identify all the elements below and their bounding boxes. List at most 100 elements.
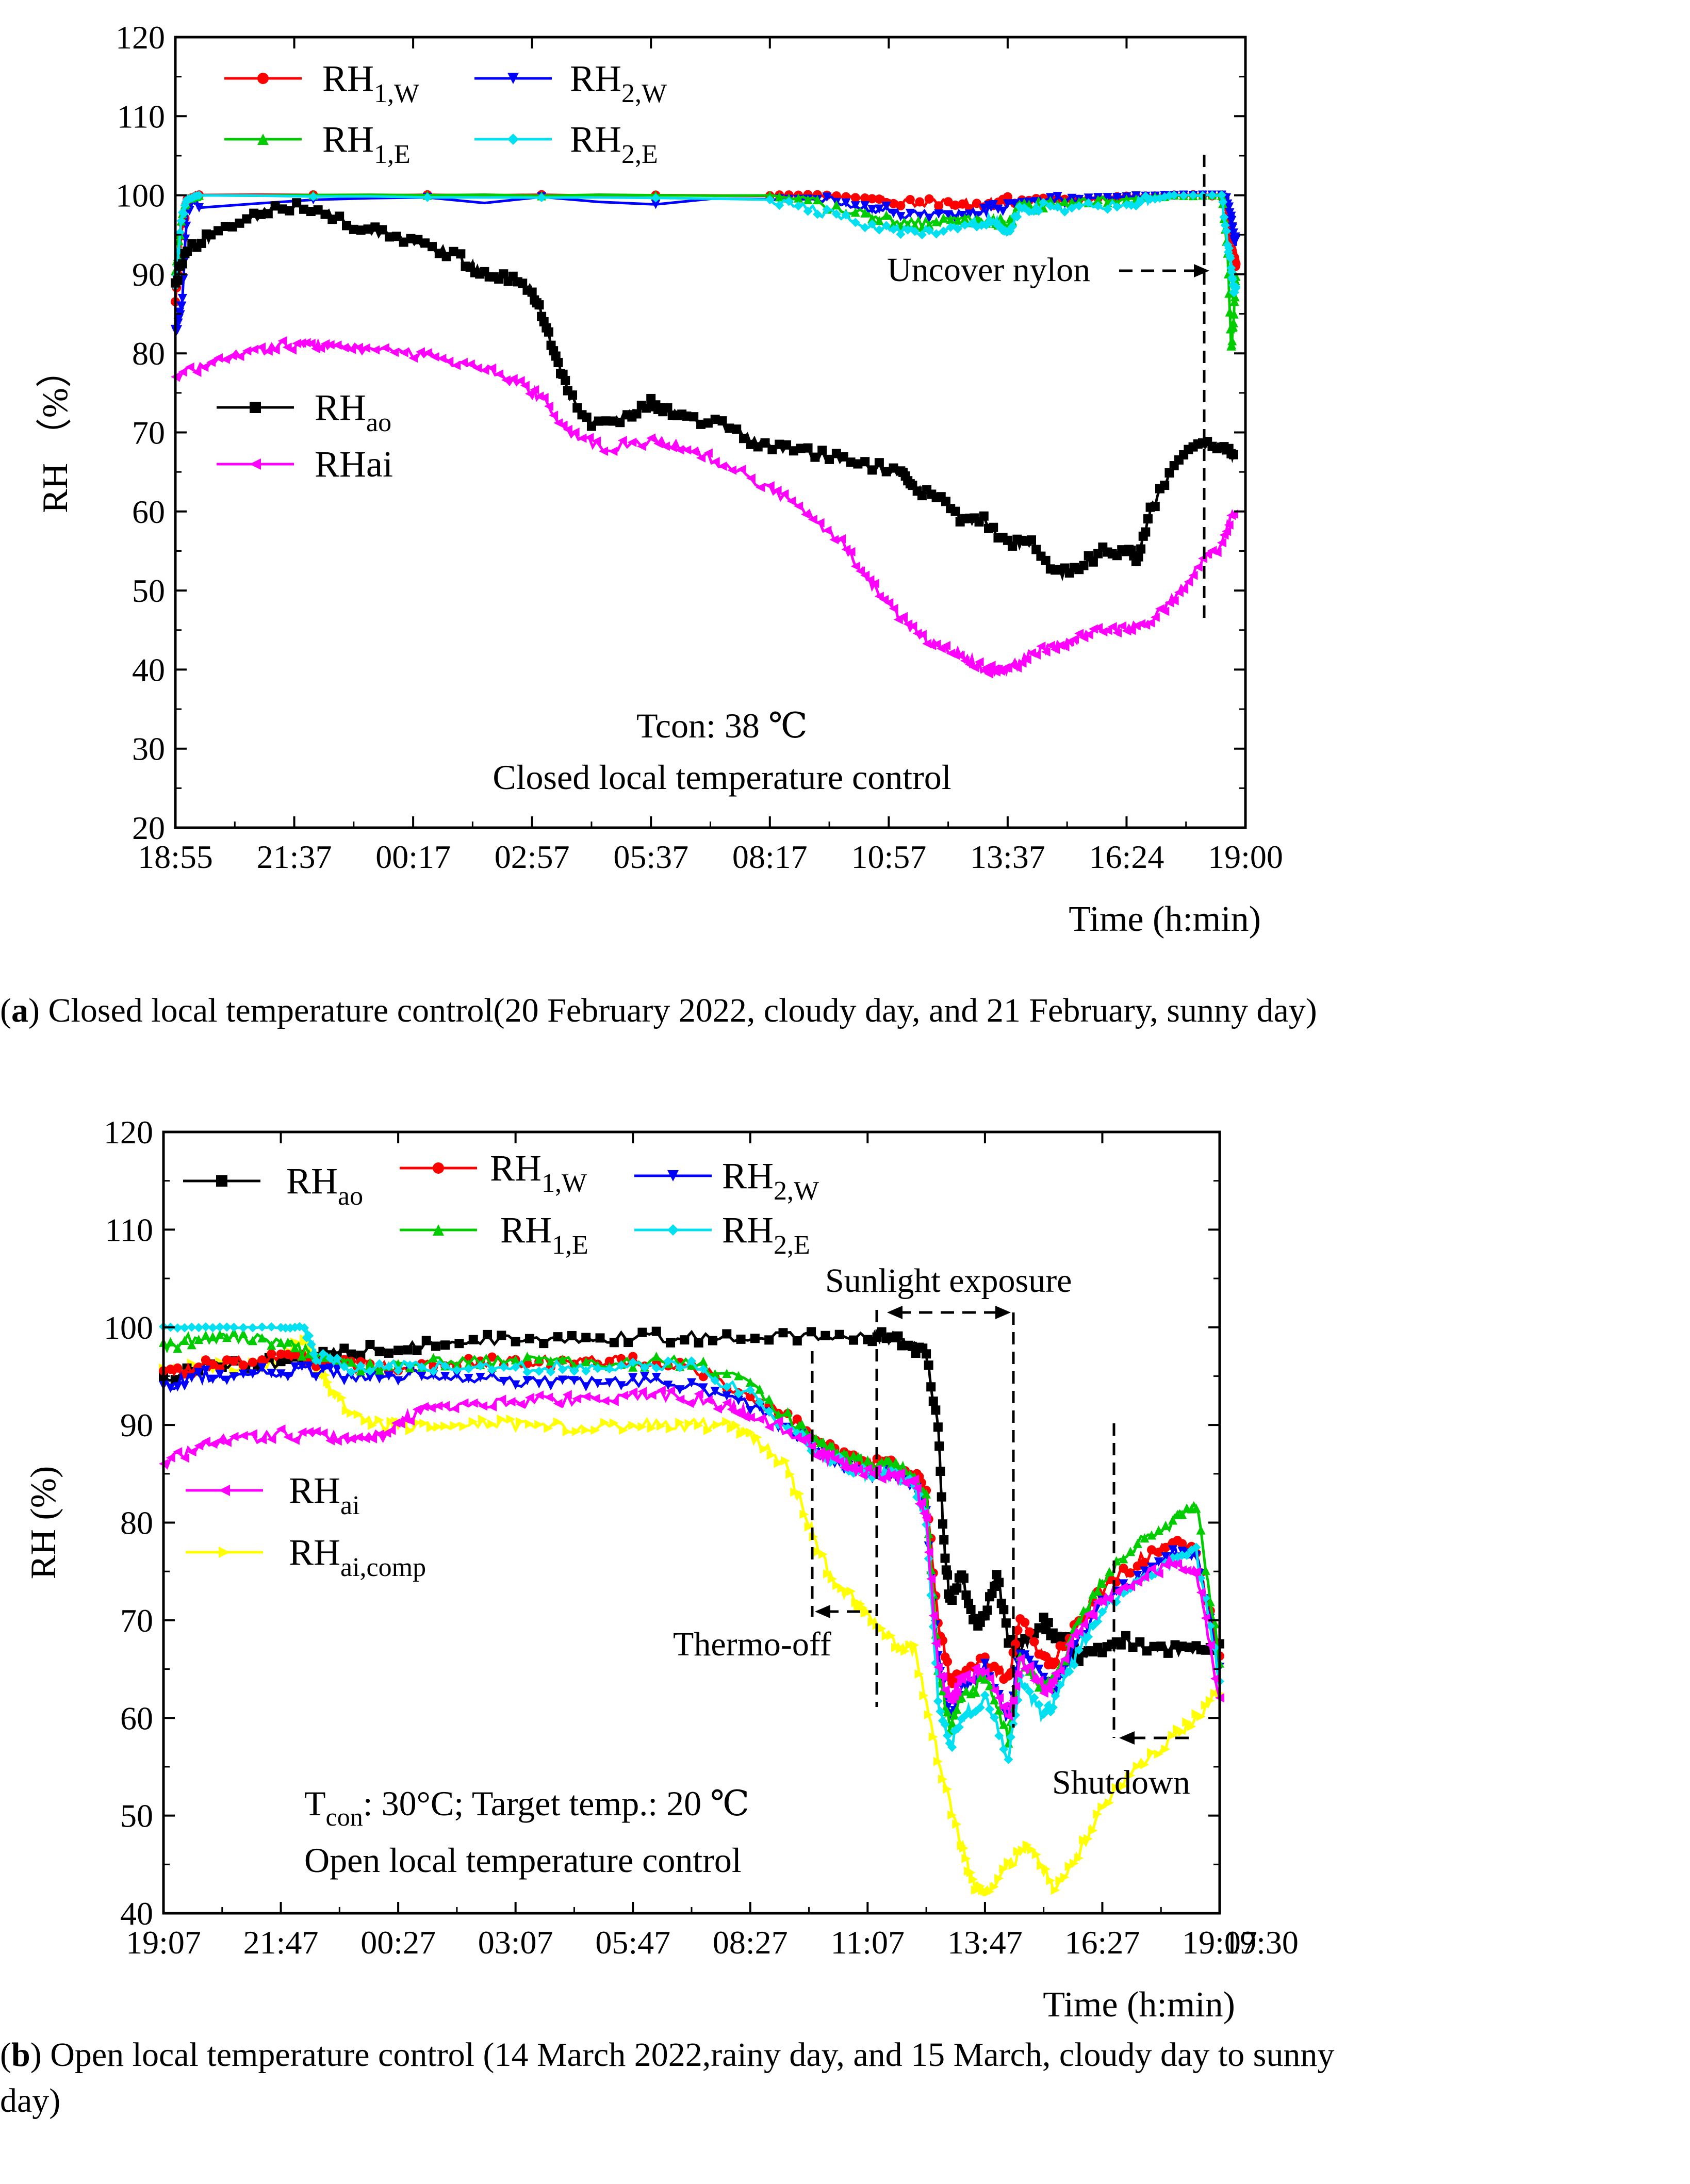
series-rhao-point	[961, 1590, 971, 1600]
series-rh2w-point	[339, 1376, 349, 1386]
series-rhai-point	[1161, 1560, 1171, 1570]
series-rhaicomp-point	[928, 1732, 938, 1742]
series-rhai-point	[1150, 613, 1160, 622]
legend-entry-rh2w: RH2,W	[634, 1155, 819, 1206]
series-rhai-point	[839, 1463, 849, 1472]
series-rhai-point	[1043, 1685, 1053, 1695]
series-rhai-point	[856, 566, 865, 576]
series-rhaicomp-point	[553, 1417, 563, 1427]
series-rhai-point	[1193, 562, 1203, 572]
series-rhao-point	[421, 1336, 431, 1345]
series-rh2e-point	[1217, 190, 1226, 200]
series-rhao-point	[624, 1338, 633, 1348]
series-rhai-point	[267, 1434, 276, 1444]
series-rhao-point	[1228, 450, 1238, 459]
series-rhaicomp-point	[323, 1377, 333, 1387]
series-rh2e-point	[841, 210, 851, 220]
series-rh2e-point	[1074, 201, 1084, 211]
series-rhai-point	[304, 1427, 314, 1437]
series-rhai-point	[520, 381, 530, 390]
legend-label: RH2,E	[570, 119, 658, 169]
series-rhao-point	[874, 458, 884, 468]
legend-entry-rh1e: RH1,E	[224, 119, 411, 169]
series-rhaicomp-point	[823, 1569, 832, 1579]
series-rhaicomp-point	[795, 1489, 805, 1499]
chart-b: 40 50 60 70 80 90 100 110 120 19:07 21:47 00:27 03:0…	[24, 1114, 1299, 2025]
series-rhai-point	[1140, 1572, 1150, 1582]
series-rhai-point	[745, 1413, 755, 1422]
series-rhai-point	[412, 1405, 422, 1415]
series-rhaicomp-point	[1037, 1861, 1046, 1870]
series-rhai-point	[637, 1387, 647, 1397]
series-rh2e-point	[487, 1365, 497, 1375]
series-rhao-point	[413, 235, 423, 244]
series-rh2e-point	[1112, 202, 1122, 212]
series-rhao-point	[889, 463, 898, 473]
series-rhai-point	[710, 457, 720, 467]
series-rhao-point	[1163, 1648, 1173, 1658]
legend-marker	[433, 1224, 444, 1236]
series-rhaicomp-point	[619, 1425, 629, 1435]
series-rhao-point	[940, 1553, 950, 1563]
series-rhaicomp-point	[813, 1547, 823, 1557]
series-rh1w-point	[173, 1363, 183, 1373]
series-rhai-point	[609, 1397, 619, 1406]
series-rhai-point	[577, 433, 587, 443]
series-rhaicomp-point	[353, 1409, 363, 1419]
series-rhaicomp-point	[1018, 1845, 1027, 1855]
series-rhao-point	[524, 1334, 534, 1343]
series-rh2e-point	[651, 1363, 661, 1373]
series-rhaicomp-point	[487, 1419, 497, 1429]
x-tick-label: 18:55	[138, 839, 213, 875]
y-tick-label: 80	[132, 335, 165, 372]
series-rhaicomp-point	[867, 1617, 877, 1627]
series-rhao-point	[335, 211, 344, 221]
series-rhao-point	[431, 1341, 440, 1351]
series-rh1w-point	[792, 1414, 802, 1424]
series-rh2e-point	[917, 230, 927, 240]
x-tick-label: 19:07	[126, 1924, 201, 1961]
series-rhai-point	[525, 389, 535, 399]
series-rhao-point	[937, 1492, 946, 1502]
series-rh2e-point	[651, 193, 661, 203]
series-rhaicomp-point	[1093, 1809, 1103, 1819]
legend-entry-rhai: RHai	[217, 444, 393, 485]
series-rhai-point	[779, 489, 789, 499]
series-rh2e-point	[534, 1366, 544, 1376]
series-rh2e-point	[943, 1731, 953, 1740]
series-rhao-point	[736, 1334, 746, 1344]
series-rhaicomp-point	[534, 1420, 544, 1430]
series-rh2e-point	[1084, 198, 1093, 208]
series-rhao-point	[544, 327, 553, 337]
series-rhaicomp-point	[745, 1427, 755, 1437]
series-rh2e-point	[765, 195, 775, 205]
series-rhao-point	[177, 259, 187, 269]
series-rh2w-point	[283, 1372, 293, 1382]
series-rh1e-point	[754, 1384, 764, 1394]
series-rh2e-point	[604, 1364, 614, 1374]
series-rhai-point	[922, 1513, 931, 1523]
series-rhai-point	[544, 401, 553, 411]
series-rh2e-point	[980, 1690, 990, 1700]
series-rh2w-point	[464, 1373, 473, 1383]
series-rhaicomp-point	[910, 1640, 920, 1650]
series-rhai-point	[332, 1436, 342, 1446]
series-rh2e-point	[546, 1367, 555, 1377]
series-rhaicomp-point	[656, 1421, 666, 1431]
series-rhaicomp-point	[1196, 1712, 1206, 1721]
series-rhai-point	[287, 345, 297, 355]
series-rhao-point	[938, 1519, 947, 1529]
series-rh2e-point	[1207, 190, 1217, 200]
series-rhaicomp-point	[694, 1421, 703, 1431]
annotation-control-mode: Open local temperature control	[304, 1841, 742, 1880]
annotation-arrow-head	[1119, 1731, 1135, 1745]
series-rhai-point	[177, 367, 187, 377]
series-rhai-point	[419, 1402, 429, 1411]
series-rhai	[159, 1385, 1224, 1721]
series-rhai-point	[617, 436, 627, 446]
series-rh2w-point	[215, 1369, 225, 1379]
series-rhai-point	[941, 641, 950, 650]
series-rh1w-point	[1147, 1545, 1157, 1555]
series-rhai-point	[332, 340, 342, 350]
series-rhao-point	[682, 411, 692, 421]
